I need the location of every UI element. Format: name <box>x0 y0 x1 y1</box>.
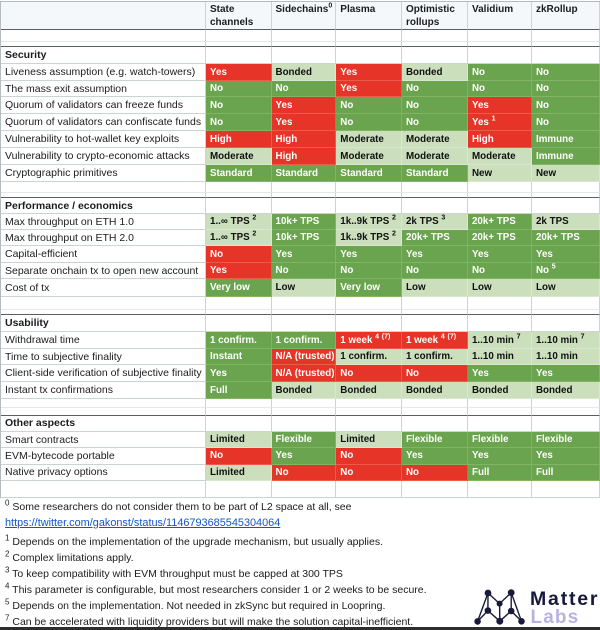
svg-text:Labs: Labs <box>531 607 580 628</box>
svg-text:Matter: Matter <box>530 588 599 610</box>
